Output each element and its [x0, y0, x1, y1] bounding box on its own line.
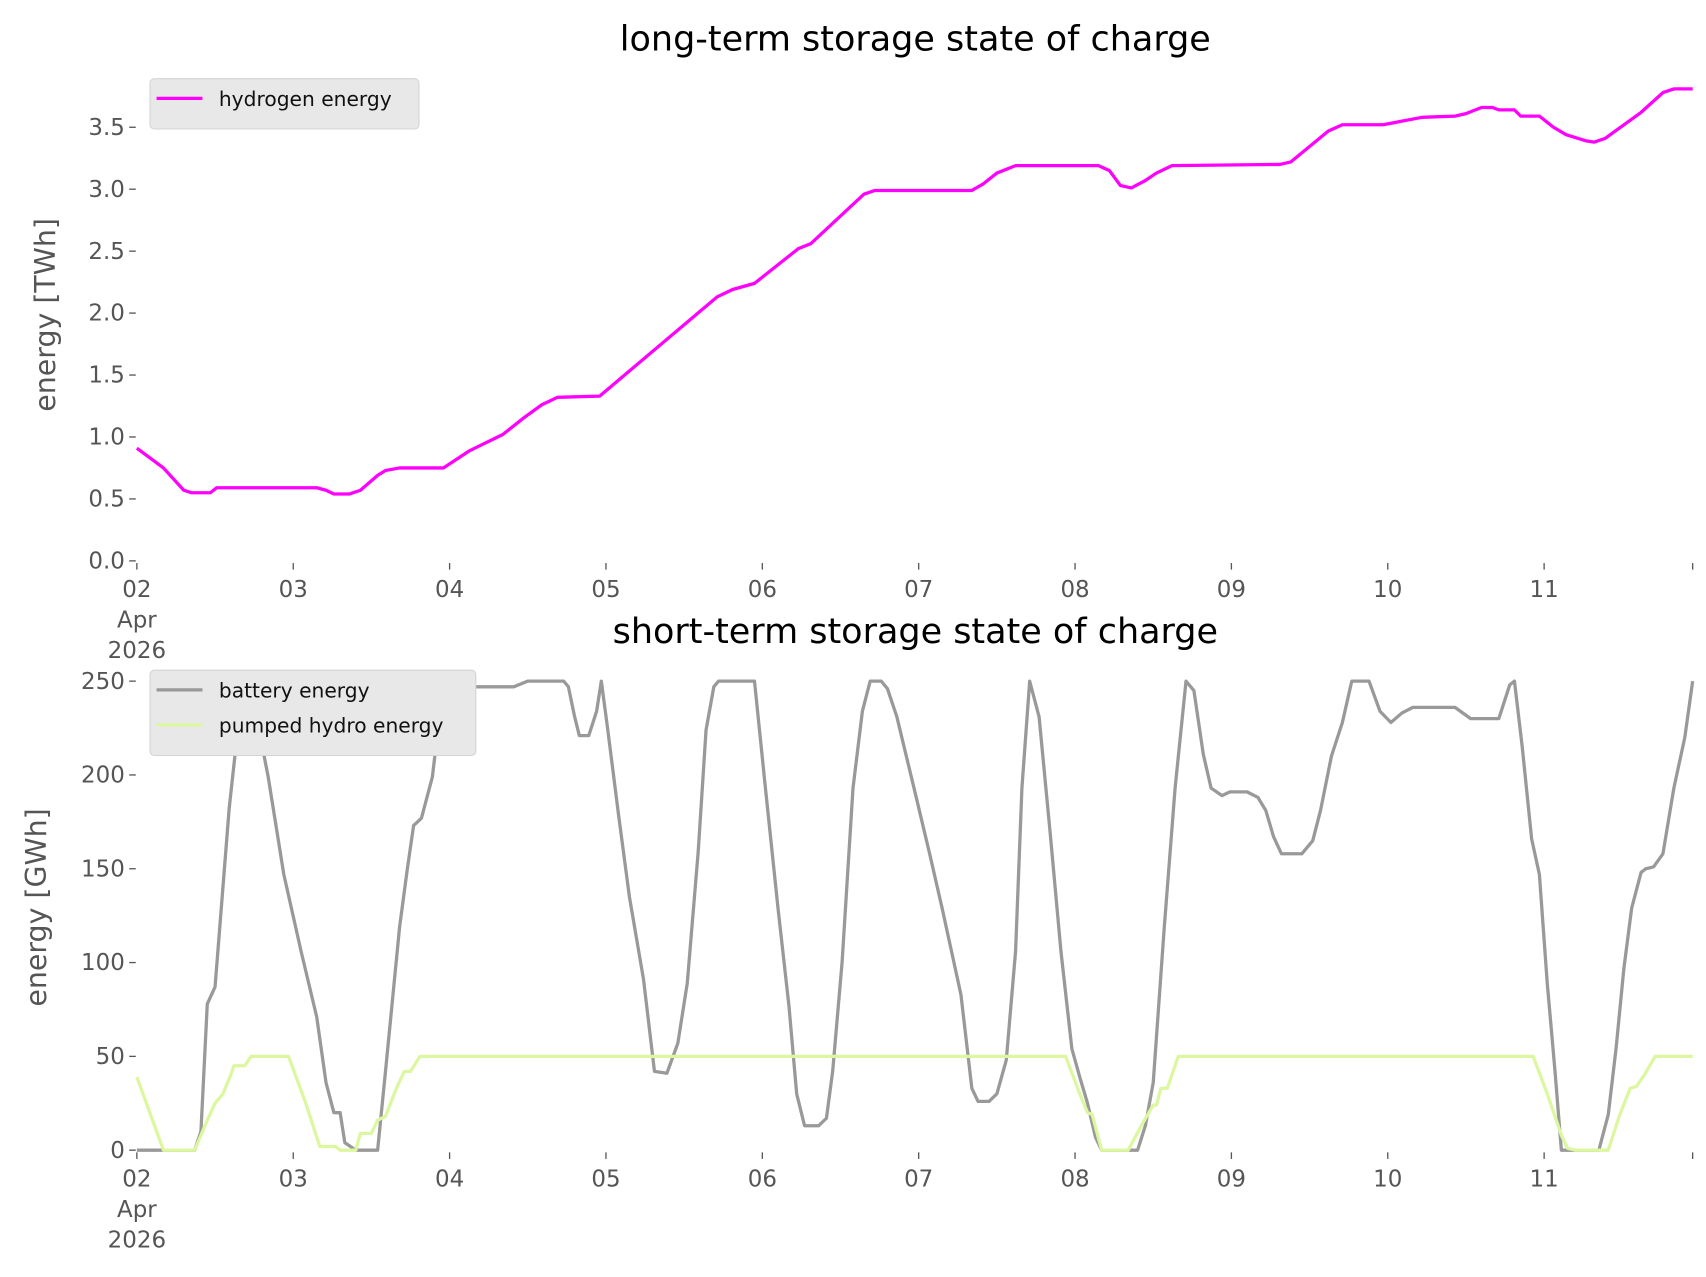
x-tick-label: 07 [904, 577, 933, 603]
y-tick-label: 0.0 [88, 549, 124, 575]
y-tick-label: 3.0 [88, 177, 124, 203]
x-tick-label: 11 [1530, 1166, 1559, 1192]
y-tick-label: 0.5 [88, 487, 124, 513]
x-tick-label: 2026 [108, 1227, 166, 1253]
chart-title: long-term storage state of charge [620, 19, 1211, 59]
x-tick-label: 07 [904, 1166, 933, 1192]
short-term-storage-axes: short-term storage state of charge energ… [20, 612, 1695, 1253]
y-tick-label: 100 [81, 950, 125, 976]
legend-box [149, 669, 477, 757]
y-tick-label: 2.0 [88, 301, 124, 327]
x-tick-label: 06 [748, 577, 777, 603]
x-tick-label: 06 [748, 1166, 777, 1192]
x-tick-label: 08 [1060, 577, 1089, 603]
y-axis-label: energy [TWh] [29, 218, 62, 412]
series-line-pumped-hydro-energy [135, 1054, 1693, 1152]
legend-label: battery energy [219, 679, 370, 703]
x-tick-label: 10 [1373, 577, 1402, 603]
x-tick-label: 04 [435, 1166, 464, 1192]
y-tick-label: 1.0 [88, 425, 124, 451]
series-line-hydrogen-energy [135, 87, 1693, 496]
y-tick-label: 150 [81, 856, 125, 882]
long-term-storage-axes: long-term storage state of charge energy… [29, 19, 1694, 664]
y-tick-label: 50 [96, 1044, 125, 1070]
x-tick-label: 05 [591, 577, 620, 603]
x-tick-label: 2026 [108, 638, 166, 664]
chart-title: short-term storage state of charge [613, 612, 1218, 652]
x-tick-label: 09 [1217, 1166, 1246, 1192]
series-line-battery-energy [136, 679, 1695, 1152]
x-tick-label: 03 [279, 577, 308, 603]
y-tick-label: 200 [81, 763, 125, 789]
x-tick-label: 04 [435, 577, 464, 603]
x-tick-label: 08 [1060, 1166, 1089, 1192]
x-tick-label: 03 [279, 1166, 308, 1192]
x-tick-label: 05 [591, 1166, 620, 1192]
x-tick-label: 09 [1217, 577, 1246, 603]
y-tick-label: 1.5 [88, 363, 124, 389]
x-tick-label: Apr [117, 1197, 157, 1223]
y-tick-label: 3.5 [88, 115, 124, 141]
x-tick-label: 02 [122, 577, 151, 603]
x-tick-label: Apr [117, 608, 157, 634]
legend-label: pumped hydro energy [219, 714, 444, 738]
y-axis-label: energy [GWh] [20, 808, 53, 1006]
legend-box [149, 78, 420, 130]
x-tick-label: 11 [1530, 577, 1559, 603]
y-tick-label: 0 [110, 1138, 125, 1164]
y-tick-label: 250 [81, 669, 125, 695]
legend: hydrogen energy [149, 78, 420, 130]
x-tick-label: 02 [122, 1166, 151, 1192]
x-tick-label: 10 [1373, 1166, 1402, 1192]
legend-label: hydrogen energy [219, 87, 392, 111]
y-tick-label: 2.5 [88, 239, 124, 265]
legend: battery energy pumped hydro energy [149, 669, 477, 757]
